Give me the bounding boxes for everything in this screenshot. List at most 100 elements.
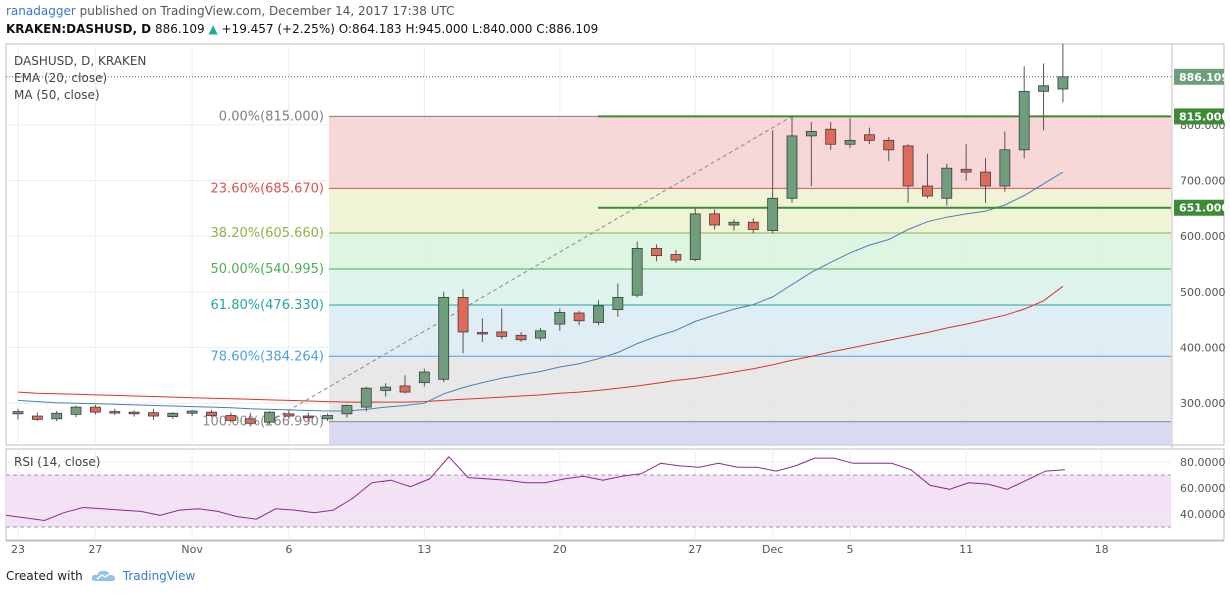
fib-band	[329, 116, 1171, 189]
x-axis: 23 27 Nov 6 13 20 27 Dec 5 11 18	[6, 540, 1224, 556]
candle-body	[244, 418, 256, 424]
quote-open-label: O:	[338, 22, 353, 36]
fib-band	[329, 421, 1171, 445]
candle	[1038, 63, 1049, 131]
candle-body	[148, 412, 159, 417]
candle-body	[186, 410, 198, 414]
quote-high-label: H:	[405, 22, 419, 36]
candle-body	[51, 412, 63, 420]
candle	[515, 331, 527, 342]
rsi-tick-label: 40.0000	[1180, 508, 1226, 521]
created-with-text: Created with	[6, 569, 83, 583]
author-link[interactable]: ranadagger	[6, 4, 76, 18]
candle	[438, 291, 450, 383]
candle-body	[360, 387, 372, 408]
quote-close: 886.109	[548, 22, 599, 36]
candle	[109, 408, 121, 415]
candle	[631, 241, 643, 298]
candle	[825, 121, 837, 150]
candle	[670, 250, 682, 263]
legend-ema: EMA (20, close)	[14, 71, 108, 85]
x-tick-label: 27	[688, 543, 702, 556]
candle	[496, 308, 508, 340]
x-tick-label: 27	[88, 543, 102, 556]
candle-body	[515, 334, 527, 341]
price-tick-label: 600.000	[1180, 230, 1226, 243]
up-triangle-icon: ▲	[208, 22, 218, 36]
x-tick-label: 20	[553, 543, 567, 556]
candle	[476, 318, 488, 342]
publish-info: ranadagger published on TradingView.com,…	[6, 4, 455, 18]
candle-body	[844, 139, 856, 145]
candle-body	[109, 411, 121, 414]
fib-band	[329, 232, 1171, 270]
candle-body	[206, 411, 217, 416]
level-tag-bg	[1174, 108, 1224, 125]
candle	[651, 244, 662, 262]
candle-body	[322, 415, 334, 420]
fib-band	[329, 356, 1171, 422]
candle	[244, 412, 256, 427]
rsi-tick-label: 80.0000	[1180, 456, 1226, 469]
candle-body	[1057, 76, 1069, 90]
quote-last: 886.109	[154, 22, 205, 36]
fib-trend-line	[269, 115, 793, 423]
candle-body	[418, 371, 430, 384]
candle	[805, 121, 817, 187]
candle	[593, 300, 604, 326]
candle	[322, 413, 334, 422]
candle-body	[554, 312, 566, 325]
candle-body	[496, 331, 508, 337]
candle	[380, 383, 392, 397]
candle	[844, 118, 856, 149]
candle	[767, 130, 779, 234]
x-tick-label: 11	[959, 543, 973, 556]
x-tick-label: 6	[285, 543, 292, 556]
fib-band	[329, 269, 1171, 306]
legend-rsi: RSI (14, close)	[14, 455, 101, 469]
level-tag: 815.000	[1179, 110, 1229, 123]
candle-body	[747, 221, 759, 230]
candle-body	[399, 385, 411, 393]
tradingview-link[interactable]: TradingView	[122, 569, 196, 583]
x-tick-label: 5	[847, 543, 854, 556]
fib-level-label: 23.60%(685.670)	[211, 181, 324, 196]
candle	[283, 411, 295, 420]
quote-close-label: C:	[536, 22, 549, 36]
fib-level-label: 0.00%(815.000)	[219, 109, 324, 124]
fib-level-label: 78.60%(384.264)	[211, 349, 324, 364]
candle-body	[728, 221, 740, 226]
candle-body	[225, 415, 237, 421]
quote-open: 864.183	[352, 22, 402, 36]
last-price-tag-bg	[1174, 68, 1224, 85]
quote-symbol: KRAKEN:DASHUSD, D	[6, 22, 152, 36]
candle-body	[128, 411, 140, 415]
candle-body	[980, 171, 991, 187]
candle	[167, 412, 179, 419]
candle-body	[573, 312, 585, 322]
quote-low-label: L:	[472, 22, 483, 36]
rsi-line	[5, 456, 1066, 522]
candle-body	[941, 167, 953, 199]
candle-body	[864, 134, 875, 141]
candle-body	[90, 406, 101, 413]
rsi-pane: 40.0000 60.0000 80.0000	[5, 448, 1226, 541]
candle-body	[535, 330, 546, 339]
candle-body	[805, 131, 817, 137]
candle	[786, 116, 798, 203]
price-tick-label: 500.000	[1180, 286, 1226, 299]
candle	[728, 219, 740, 231]
candle-body	[825, 128, 837, 145]
candle-body	[593, 305, 604, 323]
level-tag-bg	[1174, 199, 1224, 216]
candle-body	[922, 185, 933, 197]
x-tick-label: Nov	[181, 543, 203, 556]
legend-ma: MA (50, close)	[14, 88, 100, 102]
candle	[360, 386, 372, 412]
candle	[457, 289, 469, 354]
candle	[689, 208, 701, 262]
candle-body	[1038, 85, 1049, 92]
candle-body	[999, 149, 1011, 187]
candle	[612, 283, 624, 317]
